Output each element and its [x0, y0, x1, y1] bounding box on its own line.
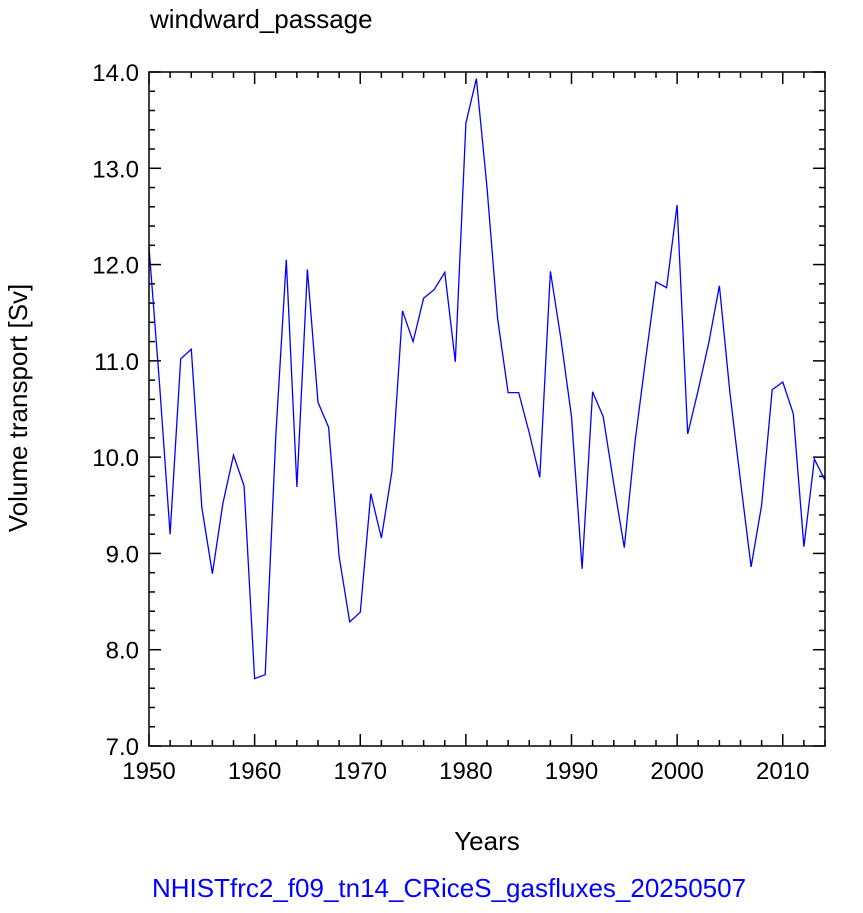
x-tick-label: 1980: [439, 758, 492, 785]
x-tick-label: 2010: [756, 758, 809, 785]
y-tick-label: 12.0: [92, 253, 139, 280]
y-tick-label: 14.0: [92, 60, 139, 87]
y-tick-label: 9.0: [106, 541, 139, 568]
y-tick-label: 8.0: [106, 638, 139, 665]
x-tick-labels: 1950 1960 1970 1980 1990 2000 2010: [122, 758, 809, 785]
x-axis-label: Years: [454, 826, 520, 856]
x-tick-label: 1950: [122, 758, 175, 785]
y-tick-label: 7.0: [106, 734, 139, 761]
series-line: [148, 78, 826, 680]
y-tick-labels: 7.0 8.0 9.0 10.0 11.0 12.0 13.0 14.0: [92, 60, 139, 761]
run-caption: NHISTfrc2_f09_tn14_CRiceS_gasfluxes_2025…: [152, 873, 746, 903]
plot-frame: [148, 71, 826, 747]
y-axis-label: Volume transport [Sv]: [3, 284, 33, 533]
y-tick-label: 11.0: [94, 349, 139, 376]
x-tick-label: 1990: [545, 758, 598, 785]
y-tick-label: 13.0: [92, 156, 139, 183]
major-ticks: [148, 71, 825, 747]
y-tick-label: 10.0: [92, 445, 139, 472]
x-tick-label: 1960: [228, 758, 281, 785]
x-tick-label: 1970: [334, 758, 387, 785]
chart-title: windward_passage: [149, 4, 373, 34]
minor-ticks: [149, 72, 826, 746]
x-tick-label: 2000: [650, 758, 703, 785]
